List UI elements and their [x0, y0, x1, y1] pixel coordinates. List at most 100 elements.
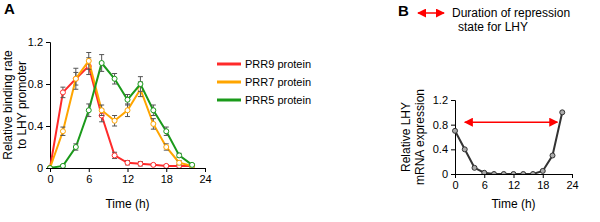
panel-label: A: [4, 0, 15, 17]
error-bar: [99, 105, 104, 116]
tick-label: 6: [482, 179, 488, 191]
tick-mark: [543, 174, 544, 178]
tick: 12: [508, 174, 520, 191]
tick-mark: [514, 174, 515, 178]
marker: [138, 161, 143, 166]
figure: 0 6 12 18 24 0 0.4 0.8 1.2 A Time (h) Relative bind…: [0, 0, 600, 222]
error-bar: [151, 119, 156, 129]
marker: [151, 162, 156, 167]
marker: [540, 168, 545, 173]
tick-label: 0.8: [433, 119, 448, 131]
marker: [48, 166, 53, 169]
annotation-text: state for LHY: [458, 20, 528, 34]
tick-label: 0: [37, 162, 43, 174]
duration-arrow: [465, 121, 558, 123]
tick: 0: [47, 168, 53, 185]
tick-mark: [572, 174, 573, 178]
tick-label: 0: [442, 168, 448, 180]
tick-label: 1.2: [28, 36, 43, 48]
series-line: [455, 112, 562, 174]
tick-mark: [46, 84, 50, 85]
legend-label: PRR7 protein: [245, 76, 311, 88]
tick: 18: [161, 168, 173, 185]
marker: [531, 172, 536, 175]
tick-label: 12: [122, 173, 134, 185]
tick: 1.2: [433, 94, 455, 106]
error-bar: [177, 161, 182, 165]
marker: [60, 129, 65, 134]
marker: [125, 160, 130, 165]
x-axis: 0 6 12 18 24: [452, 174, 578, 191]
y-axis: 0 0.4 0.8 1.2: [28, 36, 51, 174]
tick-mark: [484, 174, 485, 178]
legend-label: PRR9 protein: [245, 58, 311, 70]
marker: [112, 118, 117, 123]
tick: 6: [482, 174, 488, 191]
panel-label: B: [398, 2, 409, 19]
marker: [73, 145, 78, 150]
marker: [99, 61, 104, 66]
marker: [60, 90, 65, 95]
y-axis-title: Relative binding rate: [1, 50, 15, 160]
axis-line: [51, 169, 206, 173]
panel: 0612182400.40.81.2BTime (h)Relative LHYm…: [398, 2, 579, 211]
panel: 0612182400.40.81.2ATime (h)Relative bind…: [1, 0, 311, 211]
tick: 12: [122, 168, 134, 185]
tick-mark: [128, 168, 129, 172]
error-bar: [125, 104, 130, 117]
tick-label: 24: [199, 173, 211, 185]
tick-mark: [46, 42, 50, 43]
marker: [501, 172, 506, 175]
tick: 0.8: [28, 78, 50, 90]
tick-mark: [451, 100, 455, 101]
marker: [151, 121, 156, 126]
error-bar: [86, 53, 91, 70]
legend-label: PRR5 protein: [245, 94, 311, 106]
marker: [492, 172, 497, 175]
marker: [138, 82, 143, 87]
tick-mark: [89, 168, 90, 172]
tick-mark: [451, 149, 455, 150]
marker: [99, 108, 104, 113]
tick: 18: [537, 174, 549, 191]
marker: [177, 160, 182, 165]
legend-swatch: [217, 63, 241, 66]
marker: [73, 76, 78, 81]
error-bar: [138, 162, 143, 166]
tick: 0: [442, 168, 455, 180]
error-bar: [60, 87, 65, 98]
error-bar: [73, 68, 78, 89]
y-axis-title: mRNA expression: [413, 89, 427, 185]
marker: [48, 166, 53, 169]
tick: 0: [37, 162, 50, 174]
y-axis: 0 0.4 0.8 1.2: [433, 94, 456, 180]
marker: [462, 147, 467, 152]
error-bar: [164, 127, 169, 135]
legend-swatch: [217, 81, 241, 84]
marker: [164, 129, 169, 134]
marker: [190, 162, 195, 167]
marker: [48, 166, 53, 169]
error-bar: [138, 77, 143, 92]
legend: PRR9 protein PRR7 protein PRR5 protein: [217, 58, 311, 106]
marker: [112, 153, 117, 158]
tick: 0.4: [28, 120, 50, 132]
error-bar: [112, 74, 117, 85]
tick: 24: [566, 174, 578, 191]
error-bar: [99, 55, 104, 72]
marker: [482, 170, 487, 174]
x-axis-title: Time (h): [105, 197, 149, 211]
marker: [521, 172, 526, 175]
marker: [125, 108, 130, 113]
marker: [60, 163, 65, 168]
error-bar: [125, 95, 130, 106]
tick-label: 0.4: [433, 143, 448, 155]
marker: [112, 76, 117, 81]
axis-line: [456, 175, 573, 179]
marker: [86, 58, 91, 63]
marker: [560, 110, 565, 115]
plot-area: [48, 53, 195, 169]
marker: [164, 145, 169, 150]
marker: [73, 76, 78, 81]
tick: 0: [452, 174, 458, 191]
